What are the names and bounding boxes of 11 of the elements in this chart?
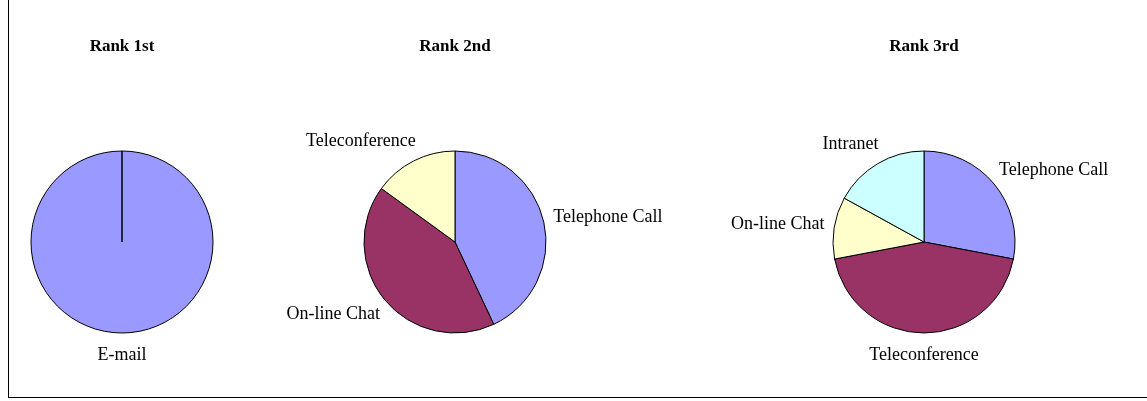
slice-label: On-line Chat xyxy=(730,213,825,234)
slice-label: Teleconference xyxy=(869,343,979,364)
chart-title: Rank 2nd xyxy=(419,36,492,56)
chart-title: Rank 1st xyxy=(89,36,155,56)
slice-label: On-line Chat xyxy=(286,302,380,323)
slice-label: Telephone Call xyxy=(553,206,663,227)
slice-label: Teleconference xyxy=(306,130,416,151)
chart-title: Rank 3rd xyxy=(889,36,960,56)
slice-label: Intranet xyxy=(822,133,879,154)
slice-label: Telephone Call xyxy=(999,158,1109,179)
slice-label: E-mail xyxy=(97,343,147,364)
